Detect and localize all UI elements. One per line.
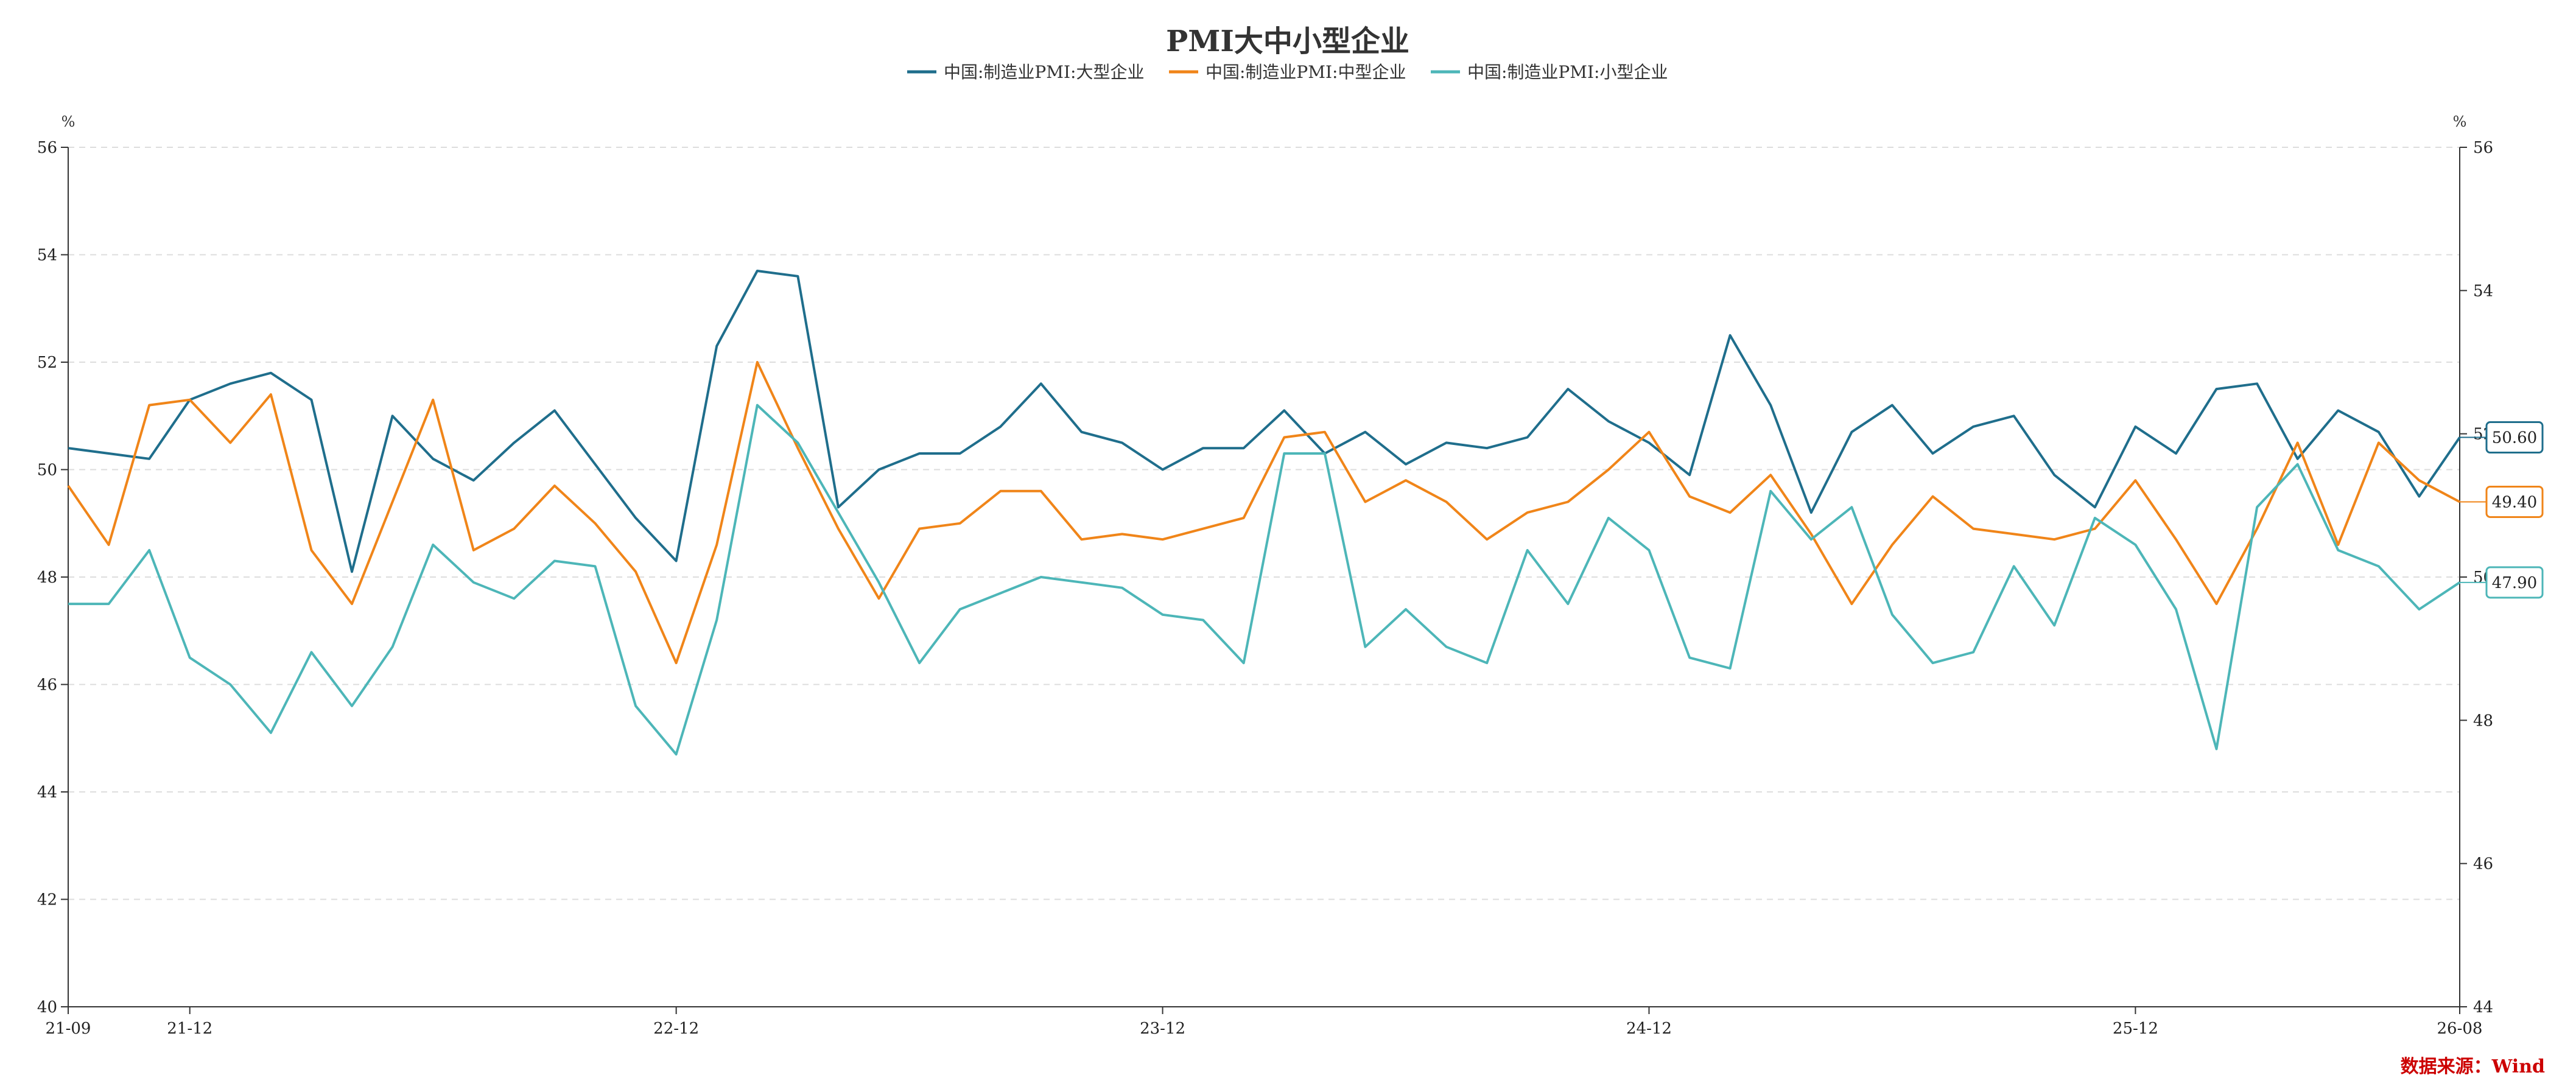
legend-label: 中国:制造业PMI:中型企业 <box>1206 62 1406 82</box>
end-labels: 50.60 49.40 47.90 <box>2460 421 2544 599</box>
y-tick-label-left: 46 <box>37 676 57 695</box>
y-tick-label-left: 42 <box>37 891 57 909</box>
y-tick-label-right: 48 <box>2473 712 2493 730</box>
x-tick-label: 21-09 <box>46 1020 91 1038</box>
data-source: 数据来源：Wind <box>2401 1056 2545 1077</box>
end-label-box <box>2485 566 2544 599</box>
x-tick-label: 24-12 <box>1626 1020 1672 1038</box>
chart-title: PMI大中小型企业 <box>1166 24 1409 58</box>
x-tick-label: 21-12 <box>167 1020 212 1038</box>
y-tick-label-right: 44 <box>2473 998 2493 1017</box>
series-line <box>67 361 2460 665</box>
x-tick-label: 26-08 <box>2437 1020 2483 1038</box>
end-label-value: 49.40 <box>2492 493 2537 511</box>
end-label-box <box>2485 421 2544 454</box>
y-tick-label-left: 40 <box>37 998 57 1017</box>
end-label-value: 50.60 <box>2492 429 2537 447</box>
legend-label: 中国:制造业PMI:大型企业 <box>944 62 1144 82</box>
y-tick-label-right: 46 <box>2473 855 2493 873</box>
x-tick-label: 22-12 <box>653 1020 699 1038</box>
legend-label: 中国:制造业PMI:小型企业 <box>1467 62 1668 82</box>
series-lines <box>67 270 2461 756</box>
y-tick-label-left: 56 <box>37 139 57 157</box>
y-tick-label-left: 52 <box>37 354 57 372</box>
y-unit-right: % <box>2453 113 2467 130</box>
series-line <box>68 404 2461 756</box>
x-tick-label: 23-12 <box>1140 1020 1185 1038</box>
end-label-value: 47.90 <box>2492 574 2537 592</box>
chart-legend: 中国:制造业PMI:大型企业 中国:制造业PMI:中型企业 中国:制造业PMI:小型… <box>907 62 1668 82</box>
y-tick-label-right: 54 <box>2473 282 2493 300</box>
y-tick-label-right: 56 <box>2473 139 2493 157</box>
y-tick-label-left: 50 <box>37 461 57 480</box>
end-label-box <box>2485 485 2544 518</box>
y-tick-label-left: 48 <box>37 569 57 587</box>
y-unit-left: % <box>61 113 75 130</box>
y-tick-label-left: 44 <box>37 783 57 802</box>
series-line <box>68 270 2461 573</box>
y-tick-label-left: 54 <box>37 247 57 265</box>
x-tick-label: 25-12 <box>2113 1020 2158 1038</box>
